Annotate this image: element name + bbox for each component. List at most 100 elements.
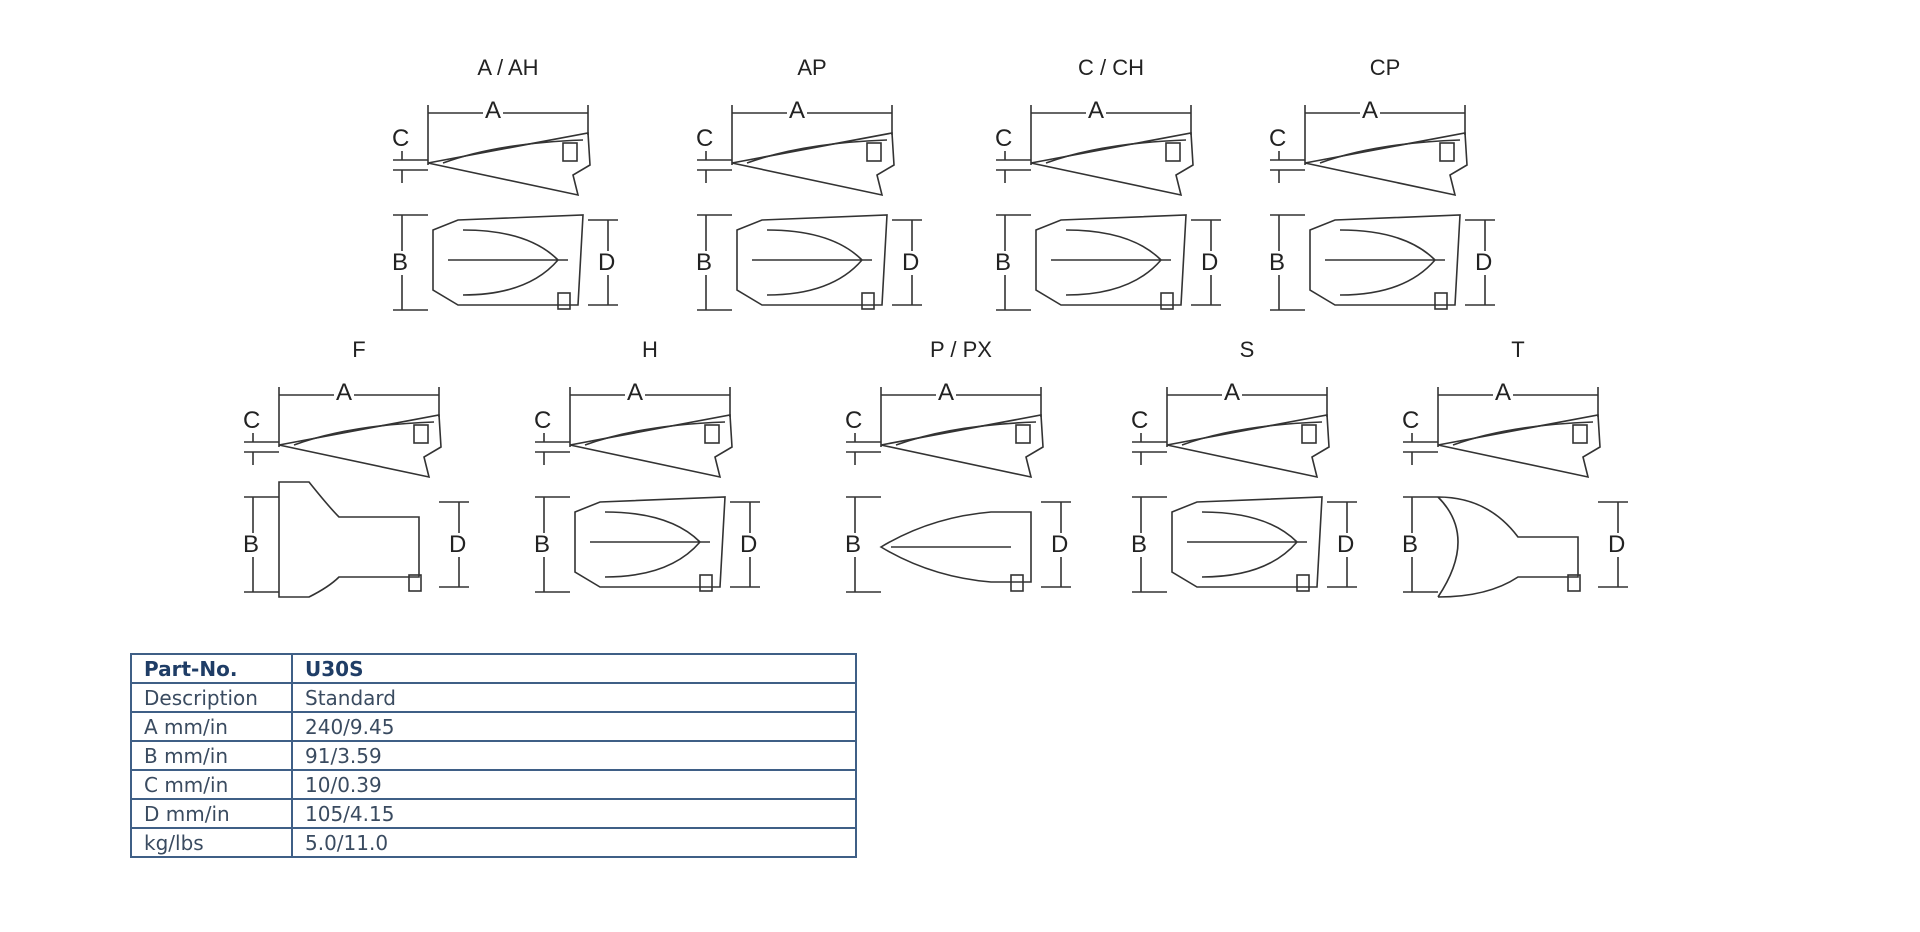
tooth-type-8: T A C B D bbox=[1398, 337, 1638, 598]
row-value: 10/0.39 bbox=[291, 769, 857, 800]
row-value: 240/9.45 bbox=[291, 711, 857, 742]
tooth-top-view bbox=[736, 214, 888, 306]
dimension-b-label: B bbox=[1400, 531, 1421, 558]
row-value: U30S bbox=[291, 653, 857, 684]
tooth-side-view bbox=[1304, 132, 1468, 197]
dimension-b-label: B bbox=[390, 249, 411, 276]
pin-lock-icon bbox=[562, 142, 578, 162]
table-row: Part-No. U30S bbox=[130, 653, 857, 684]
tooth-type-2: C / CH A C B D bbox=[991, 55, 1231, 315]
tooth-top-view bbox=[432, 214, 584, 306]
dimension-d-label: D bbox=[1049, 531, 1071, 558]
dimension-c-label: C bbox=[241, 407, 263, 434]
dimension-b-label: B bbox=[532, 531, 553, 558]
dimension-a-label: A bbox=[625, 379, 646, 406]
spec-table: Part-No. U30S Description Standard A mm/in… bbox=[130, 653, 857, 858]
dimension-c-label: C bbox=[532, 407, 554, 434]
tooth-drawing bbox=[697, 105, 922, 311]
pin-lock-icon bbox=[413, 424, 429, 444]
row-label: Description bbox=[130, 682, 293, 713]
dimension-b-label: B bbox=[241, 531, 262, 558]
tooth-type-title: CP bbox=[1369, 55, 1401, 80]
tooth-type-title: T bbox=[1511, 337, 1525, 362]
dimension-b-label: B bbox=[993, 249, 1014, 276]
tooth-type-1: AP A C B D bbox=[692, 55, 932, 315]
dimension-d-label: D bbox=[1606, 531, 1628, 558]
tooth-side-view bbox=[427, 132, 591, 197]
pin-lock-icon bbox=[1439, 142, 1455, 162]
dimension-a-label: A bbox=[1086, 97, 1107, 124]
dimension-a-label: A bbox=[1493, 379, 1514, 406]
dimension-a-label: A bbox=[483, 97, 504, 124]
tooth-type-title: A / AH bbox=[477, 55, 539, 80]
pin-lock-icon bbox=[1165, 142, 1181, 162]
tooth-top-view bbox=[1309, 214, 1461, 306]
table-row: Description Standard bbox=[130, 682, 857, 713]
dimension-d-label: D bbox=[1199, 249, 1221, 276]
table-row: D mm/in 105/4.15 bbox=[130, 798, 857, 829]
tooth-type-4: F A C B D bbox=[239, 337, 479, 598]
dimension-d-label: D bbox=[738, 531, 760, 558]
tooth-type-title: S bbox=[1239, 337, 1255, 362]
table-row: C mm/in 10/0.39 bbox=[130, 769, 857, 800]
row-value: 105/4.15 bbox=[291, 798, 857, 829]
tooth-side-view bbox=[278, 414, 442, 479]
tooth-type-title: P / PX bbox=[930, 337, 992, 362]
dimension-b-label: B bbox=[1267, 249, 1288, 276]
row-label: C mm/in bbox=[130, 769, 293, 800]
dimension-a-label: A bbox=[1222, 379, 1243, 406]
dimension-d-label: D bbox=[1473, 249, 1495, 276]
tooth-drawing bbox=[1270, 105, 1495, 311]
dimension-d-label: D bbox=[900, 249, 922, 276]
dimension-a-label: A bbox=[334, 379, 355, 406]
dimension-c-label: C bbox=[1267, 125, 1289, 152]
pin-lock-icon bbox=[1015, 424, 1031, 444]
row-label: B mm/in bbox=[130, 740, 293, 771]
dimension-c-label: C bbox=[843, 407, 865, 434]
row-value: 91/3.59 bbox=[291, 740, 857, 771]
tooth-drawing bbox=[846, 387, 1071, 593]
tooth-type-title: AP bbox=[797, 55, 827, 80]
dimension-a-label: A bbox=[1360, 97, 1381, 124]
row-label: A mm/in bbox=[130, 711, 293, 742]
dimension-b-label: B bbox=[694, 249, 715, 276]
tooth-type-title: F bbox=[352, 337, 366, 362]
tooth-top-view bbox=[1035, 214, 1187, 306]
table-row: B mm/in 91/3.59 bbox=[130, 740, 857, 771]
tooth-side-view bbox=[1030, 132, 1194, 197]
dimension-c-label: C bbox=[993, 125, 1015, 152]
tooth-drawing bbox=[244, 387, 469, 598]
row-value: Standard bbox=[291, 682, 857, 713]
tooth-type-5: H A C B D bbox=[530, 337, 770, 597]
dimension-c-label: C bbox=[694, 125, 716, 152]
tooth-side-view bbox=[569, 414, 733, 479]
tooth-top-view bbox=[1171, 496, 1323, 588]
tooth-side-view bbox=[731, 132, 895, 197]
dimension-c-label: C bbox=[390, 125, 412, 152]
tooth-side-view bbox=[880, 414, 1044, 479]
tooth-type-0: A / AH A C B D bbox=[388, 55, 628, 315]
dimension-c-label: C bbox=[1129, 407, 1151, 434]
tooth-type-title: H bbox=[642, 337, 658, 362]
tooth-top-view bbox=[574, 496, 726, 588]
tooth-type-title: C / CH bbox=[1078, 55, 1144, 80]
tooth-drawing bbox=[996, 105, 1221, 311]
row-label: D mm/in bbox=[130, 798, 293, 829]
tooth-type-3: CP A C B D bbox=[1265, 55, 1505, 315]
row-value: 5.0/11.0 bbox=[291, 827, 857, 858]
dimension-b-label: B bbox=[843, 531, 864, 558]
tooth-type-7: S A C B D bbox=[1127, 337, 1367, 597]
tooth-top-view bbox=[278, 481, 420, 598]
tooth-side-view bbox=[1166, 414, 1330, 479]
tooth-drawing bbox=[1132, 387, 1357, 593]
row-label: kg/lbs bbox=[130, 827, 293, 858]
tooth-type-6: P / PX A C B D bbox=[841, 337, 1081, 597]
tooth-drawing bbox=[393, 105, 618, 311]
pin-lock-icon bbox=[1572, 424, 1588, 444]
dimension-c-label: C bbox=[1400, 407, 1422, 434]
tooth-drawing bbox=[1403, 387, 1628, 598]
table-row: A mm/in 240/9.45 bbox=[130, 711, 857, 742]
pin-lock-icon bbox=[866, 142, 882, 162]
dimension-d-label: D bbox=[447, 531, 469, 558]
dimension-d-label: D bbox=[596, 249, 618, 276]
